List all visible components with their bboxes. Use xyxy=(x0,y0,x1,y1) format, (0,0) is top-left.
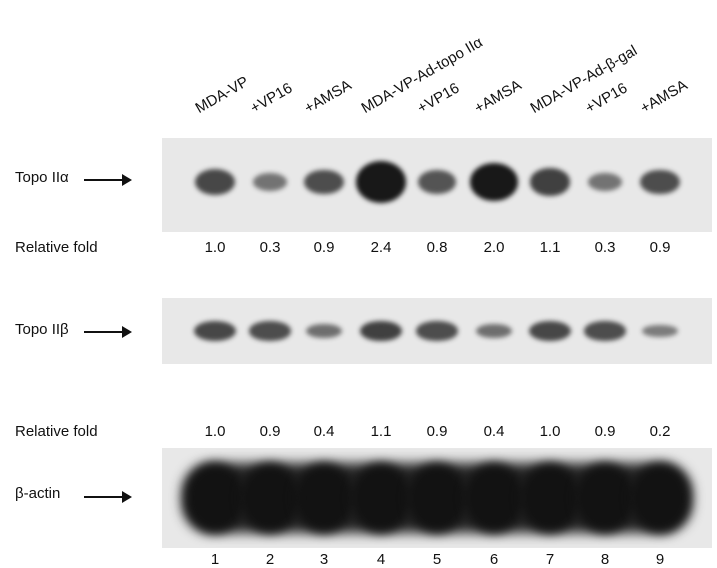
relative-fold-value: 1.1 xyxy=(370,423,392,440)
relative-fold-label-2: Relative fold xyxy=(15,423,98,440)
relative-fold-value: 0.4 xyxy=(483,423,505,440)
relative-fold-value: 1.0 xyxy=(204,239,226,256)
lane-number-8: 8 xyxy=(600,551,610,568)
relative-fold-value: 0.4 xyxy=(313,423,335,440)
beta-actin-label: β-actin xyxy=(15,485,61,502)
topo-iib-arrow-icon xyxy=(84,326,132,338)
blot-band xyxy=(529,168,571,196)
lane-number-6: 6 xyxy=(489,551,499,568)
blot-band xyxy=(305,323,343,339)
lane-number-5: 5 xyxy=(432,551,442,568)
beta-actin-blot xyxy=(162,448,712,548)
blot-band xyxy=(529,321,571,341)
relative-fold-label-1: Relative fold xyxy=(15,239,98,256)
topo-iib-label: Topo IIβ xyxy=(15,321,69,338)
blot-band xyxy=(584,321,626,341)
blot-band xyxy=(294,463,354,533)
topo-iia-label: Topo IIα xyxy=(15,169,69,186)
blot-band xyxy=(185,463,245,533)
blot-band xyxy=(351,463,411,533)
lane-number-4: 4 xyxy=(376,551,386,568)
relative-fold-value: 0.9 xyxy=(649,239,671,256)
blot-band xyxy=(640,169,680,195)
relative-fold-value: 1.0 xyxy=(539,423,561,440)
blot-band xyxy=(470,163,518,201)
relative-fold-value: 0.9 xyxy=(426,423,448,440)
relative-fold-value: 0.9 xyxy=(259,423,281,440)
blot-band xyxy=(249,321,291,341)
blot-band xyxy=(304,169,344,195)
blot-band xyxy=(359,320,403,342)
topo-iib-blot xyxy=(162,298,712,364)
relative-fold-value: 2.0 xyxy=(483,239,505,256)
relative-fold-value: 1.1 xyxy=(539,239,561,256)
blot-band xyxy=(356,161,406,203)
lane-label-2: +VP16 xyxy=(247,79,296,117)
lane-number-7: 7 xyxy=(545,551,555,568)
blot-band xyxy=(252,173,288,191)
blot-band xyxy=(642,324,678,338)
lane-number-3: 3 xyxy=(319,551,329,568)
relative-fold-value: 0.8 xyxy=(426,239,448,256)
lane-label-3: +AMSA xyxy=(301,76,355,117)
topo-iia-blot xyxy=(162,138,712,232)
blot-band xyxy=(417,170,457,194)
lane-label-1: MDA-VP xyxy=(192,73,252,117)
lane-number-1: 1 xyxy=(210,551,220,568)
blot-band xyxy=(194,321,236,341)
relative-fold-value: 1.0 xyxy=(204,423,226,440)
lane-number-2: 2 xyxy=(265,551,275,568)
beta-actin-arrow-icon xyxy=(84,491,132,503)
blot-band xyxy=(575,463,635,533)
topo-iia-arrow-icon xyxy=(84,174,132,186)
relative-fold-value: 0.3 xyxy=(259,239,281,256)
relative-fold-value: 2.4 xyxy=(370,239,392,256)
relative-fold-value: 0.9 xyxy=(313,239,335,256)
blot-band xyxy=(416,321,458,341)
lane-label-9: +AMSA xyxy=(637,76,691,117)
relative-fold-value: 0.2 xyxy=(649,423,671,440)
relative-fold-value: 0.3 xyxy=(594,239,616,256)
lane-number-9: 9 xyxy=(655,551,665,568)
blot-band xyxy=(587,173,623,191)
blot-band xyxy=(630,463,690,533)
blot-band xyxy=(475,323,513,339)
blot-band xyxy=(464,463,524,533)
blot-band xyxy=(520,463,580,533)
blot-band xyxy=(407,463,467,533)
relative-fold-value: 0.9 xyxy=(594,423,616,440)
lane-label-6: +AMSA xyxy=(471,76,525,117)
blot-band xyxy=(240,463,300,533)
blot-band xyxy=(195,169,235,195)
